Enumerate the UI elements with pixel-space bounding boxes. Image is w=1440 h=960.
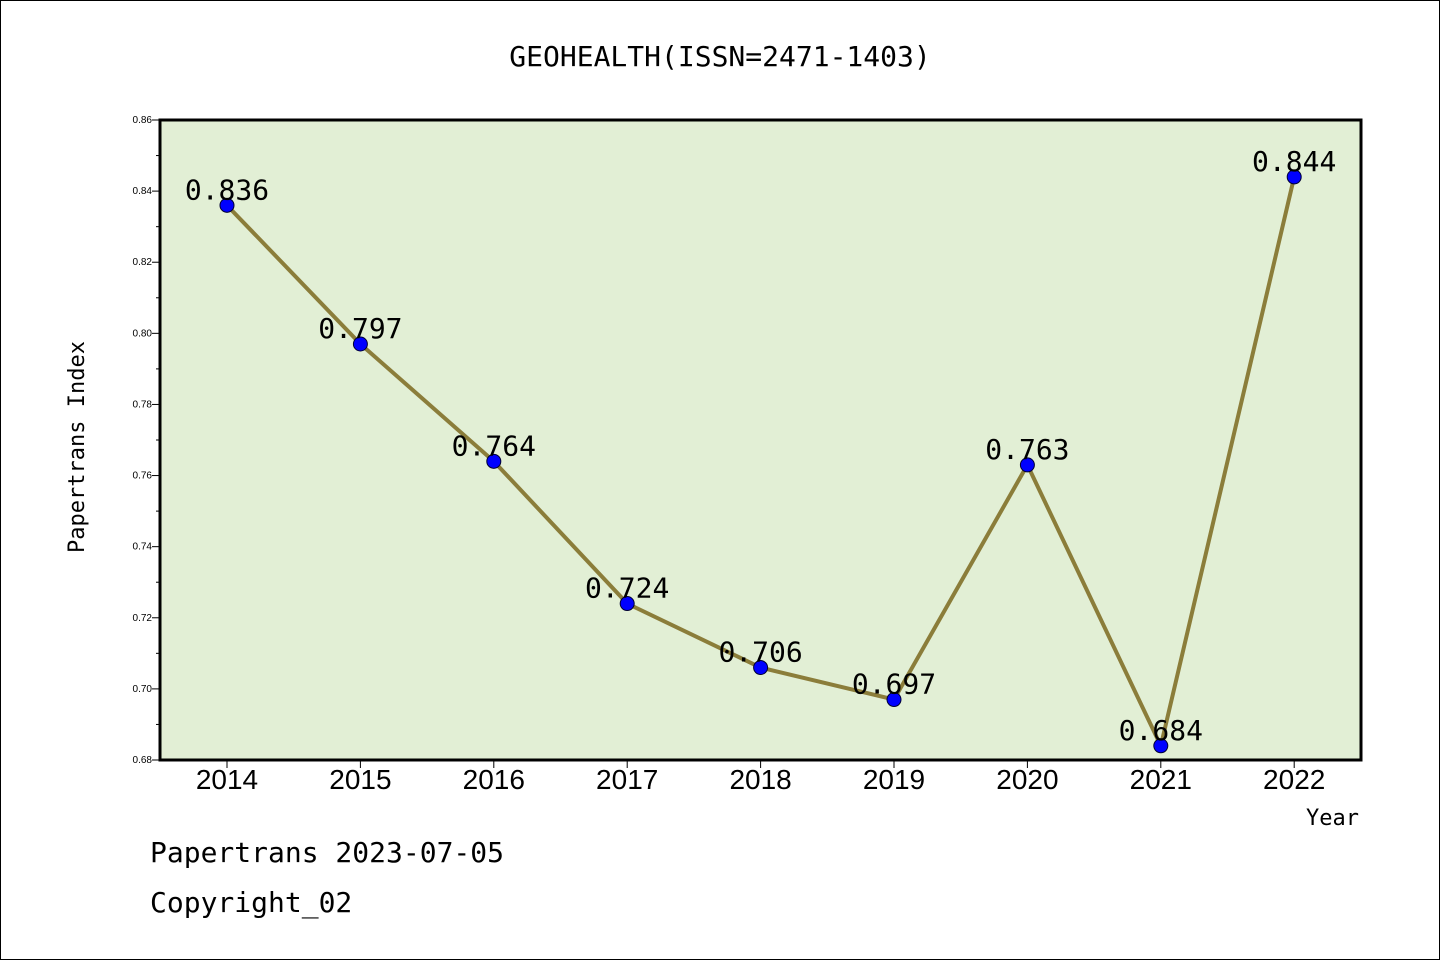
chart-title: GEOHEALTH(ISSN=2471-1403) [509,40,930,73]
y-tick-label: 0.82 [133,257,153,268]
data-point-2018 [753,660,769,676]
data-label-2018: 0.706 [718,636,802,669]
data-point-2014 [219,197,235,213]
data-label-2021: 0.684 [1119,714,1203,747]
data-label-2016: 0.764 [452,429,536,462]
y-tick-label: 0.80 [133,328,153,339]
x-tick-label-2014: 2014 [196,764,258,795]
y-tick-label: 0.70 [133,684,153,695]
plot-area [160,120,1361,760]
x-tick-label-2015: 2015 [329,764,391,795]
y-tick-label: 0.86 [133,115,153,126]
x-tick-label-2022: 2022 [1263,764,1325,795]
y-tick-label: 0.84 [133,186,153,197]
footer-copyright: Copyright_02 [150,886,353,919]
x-axis-label: Year [1306,806,1359,831]
y-tick-label: 0.74 [133,542,153,553]
x-tick-label-2020: 2020 [996,764,1058,795]
data-point-2021 [1153,738,1169,754]
x-tick-label-2021: 2021 [1130,764,1192,795]
data-label-2022: 0.844 [1252,145,1336,178]
y-tick-label: 0.72 [133,613,153,624]
x-tick-label-2019: 2019 [863,764,925,795]
plot-border [158,118,1363,762]
data-label-2020: 0.763 [985,433,1069,466]
data-label-2015: 0.797 [318,312,402,345]
data-label-2014: 0.836 [185,173,269,206]
x-tick-label-2016: 2016 [463,764,525,795]
y-tick-label: 0.78 [133,399,153,410]
data-point-2015 [352,336,368,352]
x-tick-label-2017: 2017 [596,764,658,795]
y-tick-label: 0.68 [133,755,153,766]
data-label-2019: 0.697 [852,668,936,701]
data-point-2020 [1019,457,1035,473]
y-tick-label: 0.76 [133,471,153,482]
data-point-2019 [886,692,902,708]
data-label-2017: 0.724 [585,572,669,605]
y-axis-label: Papertrans Index [65,341,90,553]
data-point-2017 [619,596,635,612]
data-point-2016 [486,453,502,469]
footer-date: Papertrans 2023-07-05 [150,836,505,869]
x-tick-label-2018: 2018 [729,764,791,795]
data-point-2022 [1286,169,1302,185]
